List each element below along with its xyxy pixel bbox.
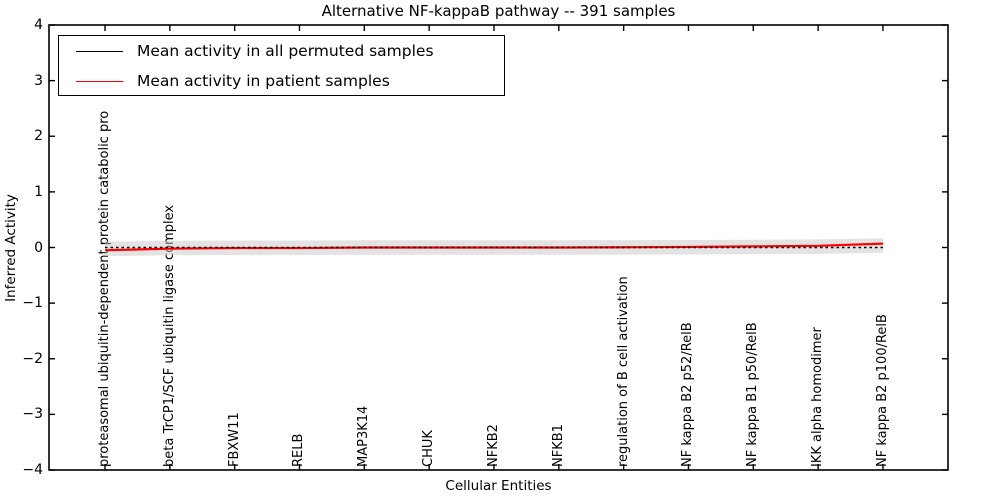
legend-label-patient: Mean activity in patient samples [137, 72, 390, 90]
y-tick-label: −1 [22, 295, 43, 312]
y-tick-label: 0 [34, 239, 43, 256]
legend-entry-permuted: Mean activity in all permuted samples [59, 36, 504, 66]
legend-label-permuted: Mean activity in all permuted samples [137, 42, 434, 60]
y-tick-label: 2 [34, 128, 43, 145]
y-tick-label: 4 [34, 17, 43, 33]
y-tick-label: 3 [34, 72, 43, 89]
legend: Mean activity in all permuted samples Me… [58, 35, 505, 96]
red-line-sample-icon [76, 80, 123, 82]
y-tick-label: −2 [22, 350, 43, 367]
y-tick-label: −3 [22, 406, 43, 423]
chart-title: Alternative NF-kappaB pathway -- 391 sam… [321, 2, 676, 20]
y-tick-label: −4 [22, 462, 43, 478]
patient-mean-line [104, 242, 883, 252]
x-axis-label: Cellular Entities [445, 478, 552, 494]
y-tick-label: 1 [34, 183, 43, 200]
black-line-sample-icon [76, 50, 123, 52]
legend-entry-patient: Mean activity in patient samples [59, 66, 504, 96]
